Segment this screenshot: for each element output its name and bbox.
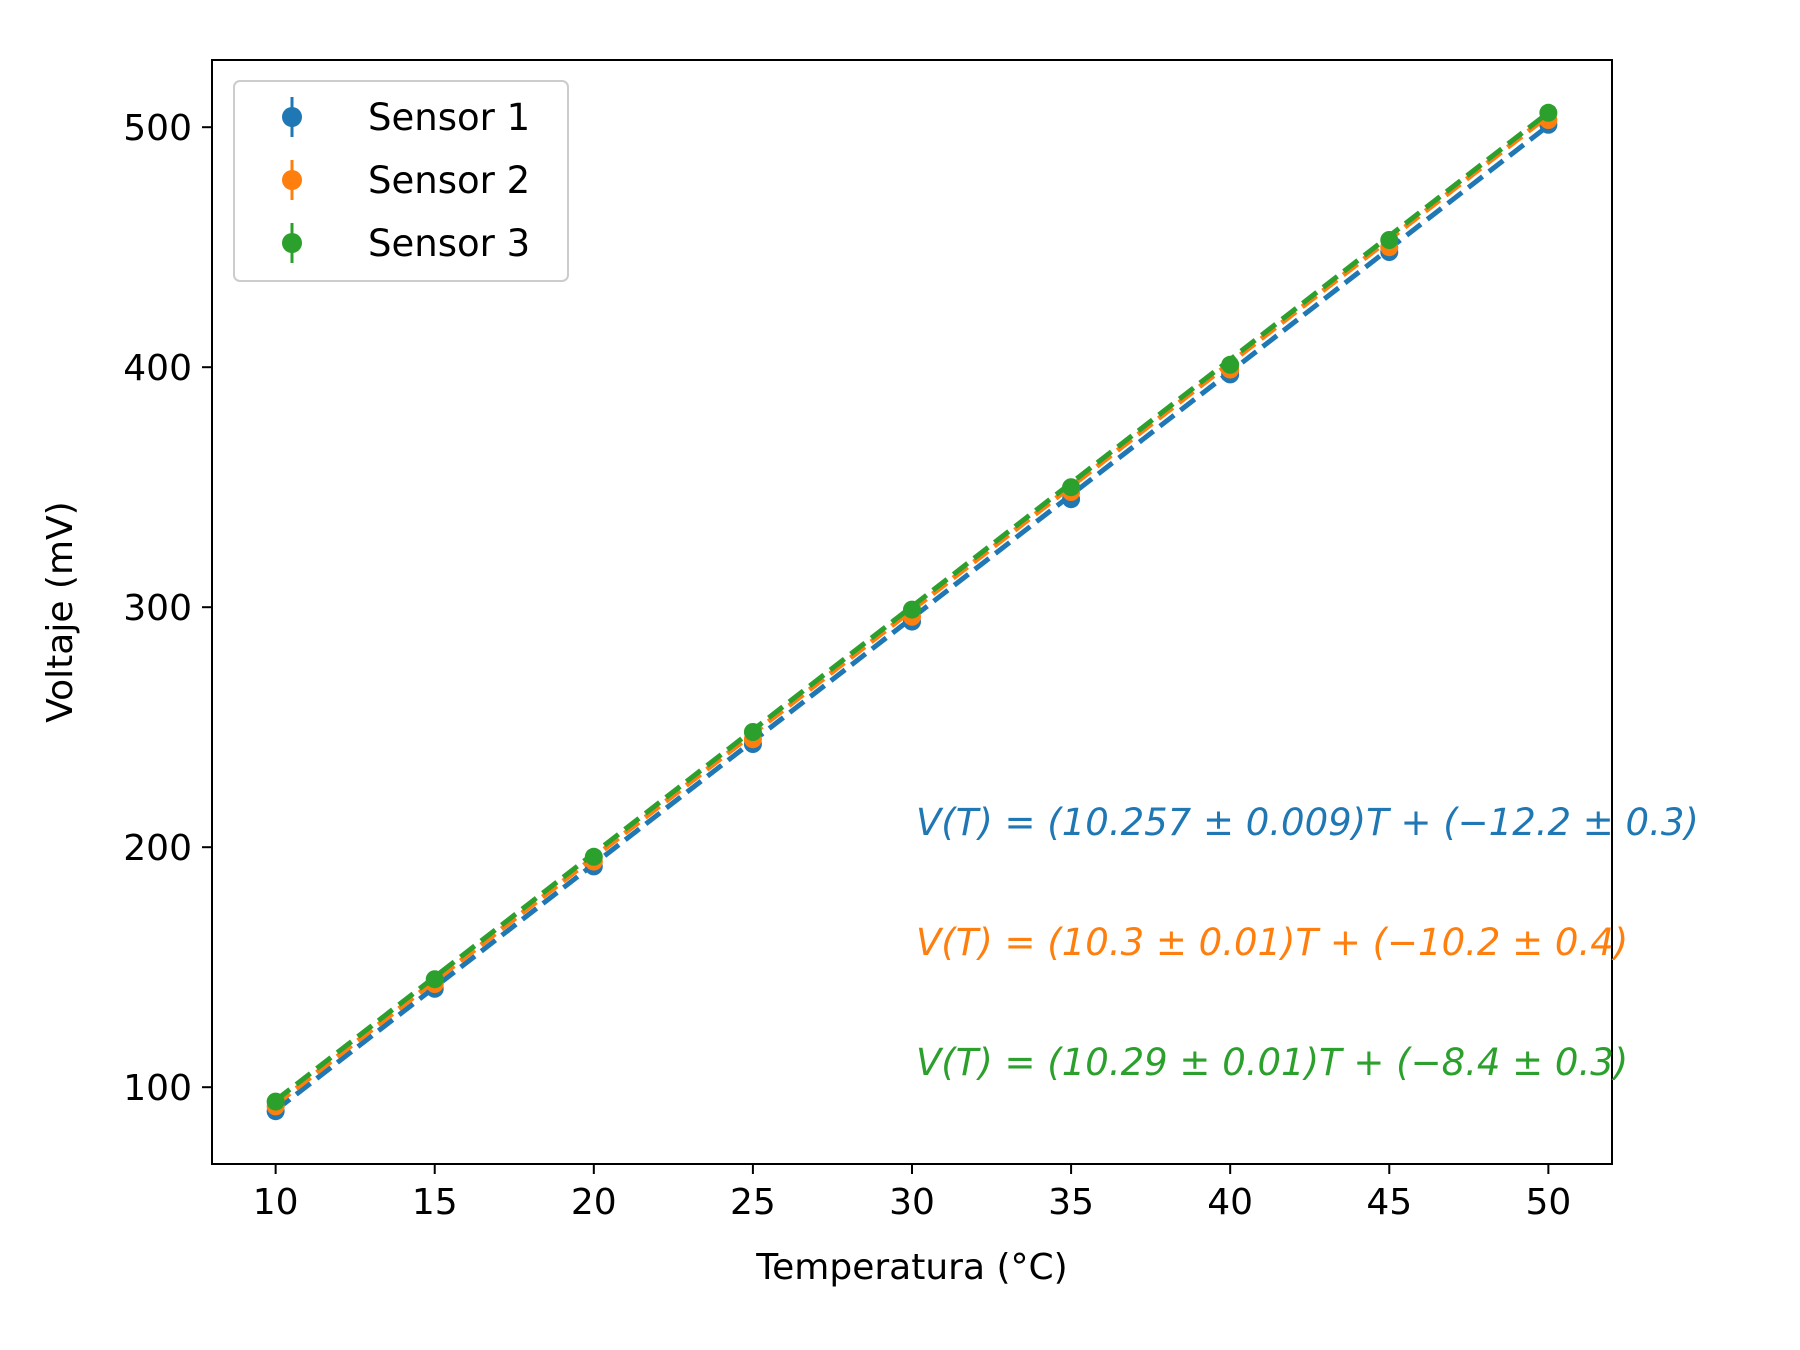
data-point [584, 847, 603, 866]
y-axis-label: Voltaje (mV) [40, 501, 81, 722]
legend: Sensor 1 Sensor 2 Sensor 3 [233, 80, 569, 282]
fit-line-sensor-2 [274, 113, 1550, 1107]
data-point [1221, 355, 1240, 374]
x-tick-label: 35 [1048, 1182, 1094, 1223]
legend-marker [282, 170, 302, 190]
x-tick-label: 10 [253, 1182, 299, 1223]
legend-box [233, 80, 569, 282]
x-tick-label: 20 [571, 1182, 617, 1223]
series-3 [266, 103, 1558, 1111]
y-tick-label: 300 [123, 588, 192, 629]
legend-label: Sensor 1 [368, 96, 530, 139]
legend-item-sensor-1: Sensor 1 [282, 96, 530, 139]
data-point [743, 723, 762, 741]
fit-line-sensor-1 [274, 123, 1550, 1113]
legend-marker [282, 107, 302, 127]
plot-layer [266, 103, 1558, 1121]
data-point [1539, 103, 1558, 122]
fit-equation-sensor-2: V(T) = (10.3 ± 0.01)T + (−10.2 ± 0.4) [916, 921, 1628, 964]
data-point [1380, 231, 1399, 249]
x-tick-label: 30 [889, 1182, 935, 1223]
y-tick-label: 400 [123, 348, 192, 389]
data-point [425, 970, 444, 989]
fit-annotations: V(T) = (10.257 ± 0.009)T + (−12.2 ± 0.3)… [916, 801, 1699, 1084]
legend-label: Sensor 2 [368, 159, 530, 202]
x-tick-label: 40 [1207, 1182, 1253, 1223]
x-tick-label: 45 [1366, 1182, 1412, 1223]
legend-items: Sensor 1 Sensor 2 Sensor 3 [282, 96, 530, 265]
fit-equation-sensor-3: V(T) = (10.29 ± 0.01)T + (−8.4 ± 0.3) [916, 1041, 1628, 1084]
fit-line-sensor-3 [274, 110, 1550, 1103]
x-tick-label: 25 [730, 1182, 776, 1223]
y-tick-label: 100 [123, 1068, 192, 1109]
legend-item-sensor-2: Sensor 2 [282, 159, 530, 202]
fit-equation-sensor-1: V(T) = (10.257 ± 0.009)T + (−12.2 ± 0.3) [916, 801, 1699, 844]
x-tick-label: 15 [412, 1182, 458, 1223]
legend-label: Sensor 3 [368, 222, 530, 265]
x-tick-label: 50 [1525, 1182, 1571, 1223]
data-point [1062, 478, 1081, 497]
ticks-layer: 10 15 20 25 30 35 40 45 50 100 200 300 400 500 [123, 108, 1571, 1223]
x-axis-label: Temperatura (°C) [755, 1247, 1067, 1288]
y-tick-label: 200 [123, 828, 192, 869]
data-point [903, 600, 921, 619]
legend-item-sensor-3: Sensor 3 [282, 222, 530, 265]
legend-marker [282, 233, 302, 253]
y-tick-label: 500 [123, 108, 192, 149]
data-point [266, 1092, 285, 1111]
